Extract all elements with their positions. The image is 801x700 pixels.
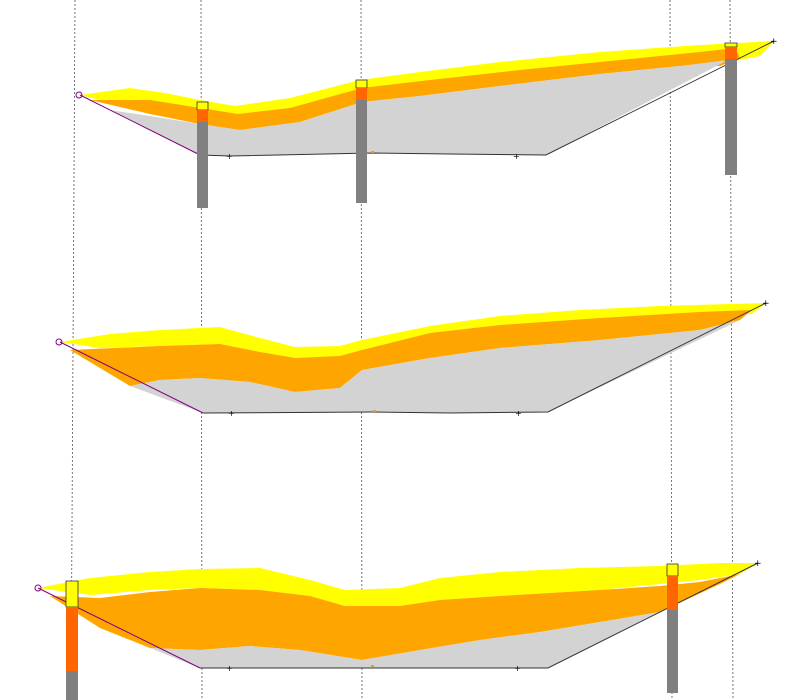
left-boundary bbox=[37, 587, 201, 669]
guide-line-4 bbox=[669, 0, 673, 700]
borehole bbox=[666, 563, 679, 693]
tick-marker: + bbox=[226, 152, 233, 161]
guide-line-1 bbox=[70, 0, 76, 700]
cross-section-2: + + + bbox=[55, 299, 770, 418]
base-line bbox=[200, 562, 759, 669]
base-line bbox=[202, 302, 767, 414]
left-endpoint-marker bbox=[34, 584, 42, 592]
tick-marker: + bbox=[513, 152, 520, 161]
tick-marker: + bbox=[228, 409, 235, 418]
clay-layer bbox=[130, 320, 740, 413]
sand-layer bbox=[90, 48, 740, 130]
tick-marker: + bbox=[514, 664, 521, 673]
borehole bbox=[196, 101, 209, 208]
topsoil-layer bbox=[60, 303, 766, 360]
clay-layer bbox=[150, 598, 690, 668]
borehole bbox=[355, 79, 368, 203]
left-boundary bbox=[59, 341, 204, 414]
left-endpoint-marker bbox=[75, 91, 83, 99]
tick-marker: + bbox=[226, 664, 233, 673]
right-endpoint-marker: + bbox=[754, 559, 762, 569]
cross-section-1: + + + bbox=[75, 37, 778, 208]
sand-layer bbox=[70, 310, 752, 392]
base-line bbox=[199, 40, 775, 157]
right-endpoint-marker: + bbox=[762, 299, 770, 309]
left-boundary bbox=[79, 94, 201, 156]
borehole bbox=[65, 580, 79, 700]
topsoil-layer bbox=[38, 563, 758, 606]
midpoint-marker bbox=[371, 151, 374, 153]
tick-marker: + bbox=[515, 409, 522, 418]
borehole bbox=[724, 42, 738, 175]
midpoint-marker bbox=[371, 665, 374, 667]
left-endpoint-marker bbox=[55, 338, 63, 346]
sand-layer bbox=[50, 574, 740, 660]
right-endpoint-marker: + bbox=[770, 37, 778, 47]
cross-section-3: + + + bbox=[34, 559, 762, 700]
clay-layer bbox=[110, 60, 728, 156]
midpoint-marker bbox=[373, 410, 376, 412]
